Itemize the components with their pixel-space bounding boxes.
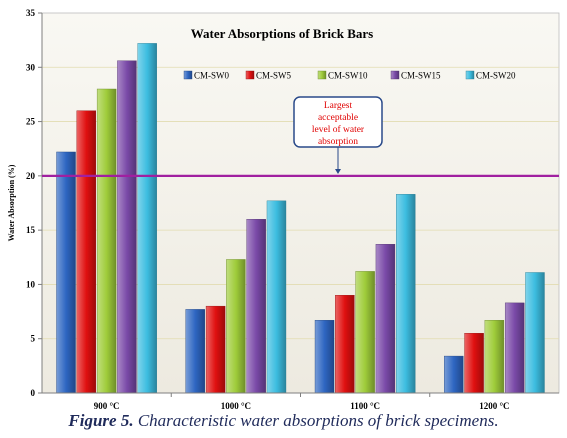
x-tick-label: 900 °C: [94, 401, 120, 410]
bar-cm-sw0-2: [314, 320, 335, 394]
annotation-callout: Largest acceptable level of water absorp…: [293, 96, 383, 174]
annotation-line-2: acceptable: [318, 113, 358, 123]
figure-caption-label: Figure 5.: [68, 411, 134, 430]
bar-cm-sw0-0: [56, 151, 76, 394]
y-tick-label: 25: [26, 117, 36, 127]
annotation-line-4: absorption: [318, 137, 358, 147]
bar-cm-sw15-2: [375, 244, 396, 394]
bar-cm-sw5-0: [76, 110, 97, 394]
y-tick-label: 5: [31, 334, 36, 344]
bar-cm-sw0-3: [444, 355, 464, 394]
y-tick-label: 15: [26, 225, 36, 235]
y-tick-label: 35: [26, 8, 36, 18]
bar-cm-sw20-2: [396, 194, 416, 394]
bar-cm-sw20-1: [266, 200, 287, 394]
legend-label-cm-sw10: CM-SW10: [328, 71, 368, 81]
y-tick-label: 10: [26, 279, 36, 289]
bar-cm-sw5-3: [464, 333, 484, 394]
bar-cm-sw10-0: [96, 88, 117, 394]
figure-caption: Figure 5. Characteristic water absorptio…: [0, 411, 567, 431]
legend: CM-SW0 CM-SW5 CM-SW10 CM-SW15 CM-SW20: [183, 70, 516, 81]
bar-cm-sw15-0: [117, 60, 137, 394]
annotation-arrowhead: [335, 169, 341, 174]
bar-cm-sw20-3: [525, 272, 545, 394]
legend-label-cm-sw15: CM-SW15: [401, 71, 441, 81]
y-tick-label: 30: [26, 62, 36, 72]
chart-title: Water Absorptions of Brick Bars: [191, 26, 374, 41]
y-tick-label: 20: [26, 171, 36, 181]
legend-swatch-cm-sw20: [465, 70, 475, 80]
x-tick-label: 1000 °C: [221, 401, 251, 410]
bar-cm-sw10-3: [484, 320, 505, 394]
bar-cm-sw5-2: [335, 295, 355, 394]
x-axis: 900 °C 1000 °C 1100 °C 1200 °C: [42, 392, 559, 410]
bar-cm-sw0-1: [185, 309, 205, 394]
bar-cm-sw20-0: [137, 43, 157, 394]
chart: 0 5 10 15 20 25 30 35 900 °C 1000 °C 1100 °C 1200 …: [7, 8, 560, 410]
annotation-line-3: level of water: [312, 124, 365, 135]
bar-cm-sw10-2: [355, 271, 375, 394]
bar-cm-sw5-1: [205, 305, 226, 394]
bar-cm-sw15-3: [504, 302, 525, 394]
x-tick-label: 1100 °C: [350, 401, 380, 410]
y-tick-label: 0: [31, 388, 36, 398]
legend-label-cm-sw0: CM-SW0: [194, 71, 230, 81]
bar-cm-sw15-1: [246, 219, 266, 394]
y-axis-label: Water Absorption (%): [7, 164, 16, 241]
legend-swatch-cm-sw10: [317, 70, 327, 80]
legend-swatch-cm-sw0: [183, 70, 193, 80]
bars: [56, 43, 545, 394]
legend-label-cm-sw20: CM-SW20: [476, 71, 516, 81]
annotation-line-1: Largest: [324, 101, 353, 111]
figure-caption-text: Characteristic water absorptions of bric…: [137, 411, 499, 430]
legend-swatch-cm-sw5: [245, 70, 255, 80]
x-tick-label: 1200 °C: [479, 401, 509, 410]
bar-cm-sw10-1: [226, 259, 246, 394]
legend-swatch-cm-sw15: [390, 70, 400, 80]
legend-label-cm-sw5: CM-SW5: [256, 71, 292, 81]
y-axis: 0 5 10 15 20 25 30 35: [26, 8, 43, 398]
